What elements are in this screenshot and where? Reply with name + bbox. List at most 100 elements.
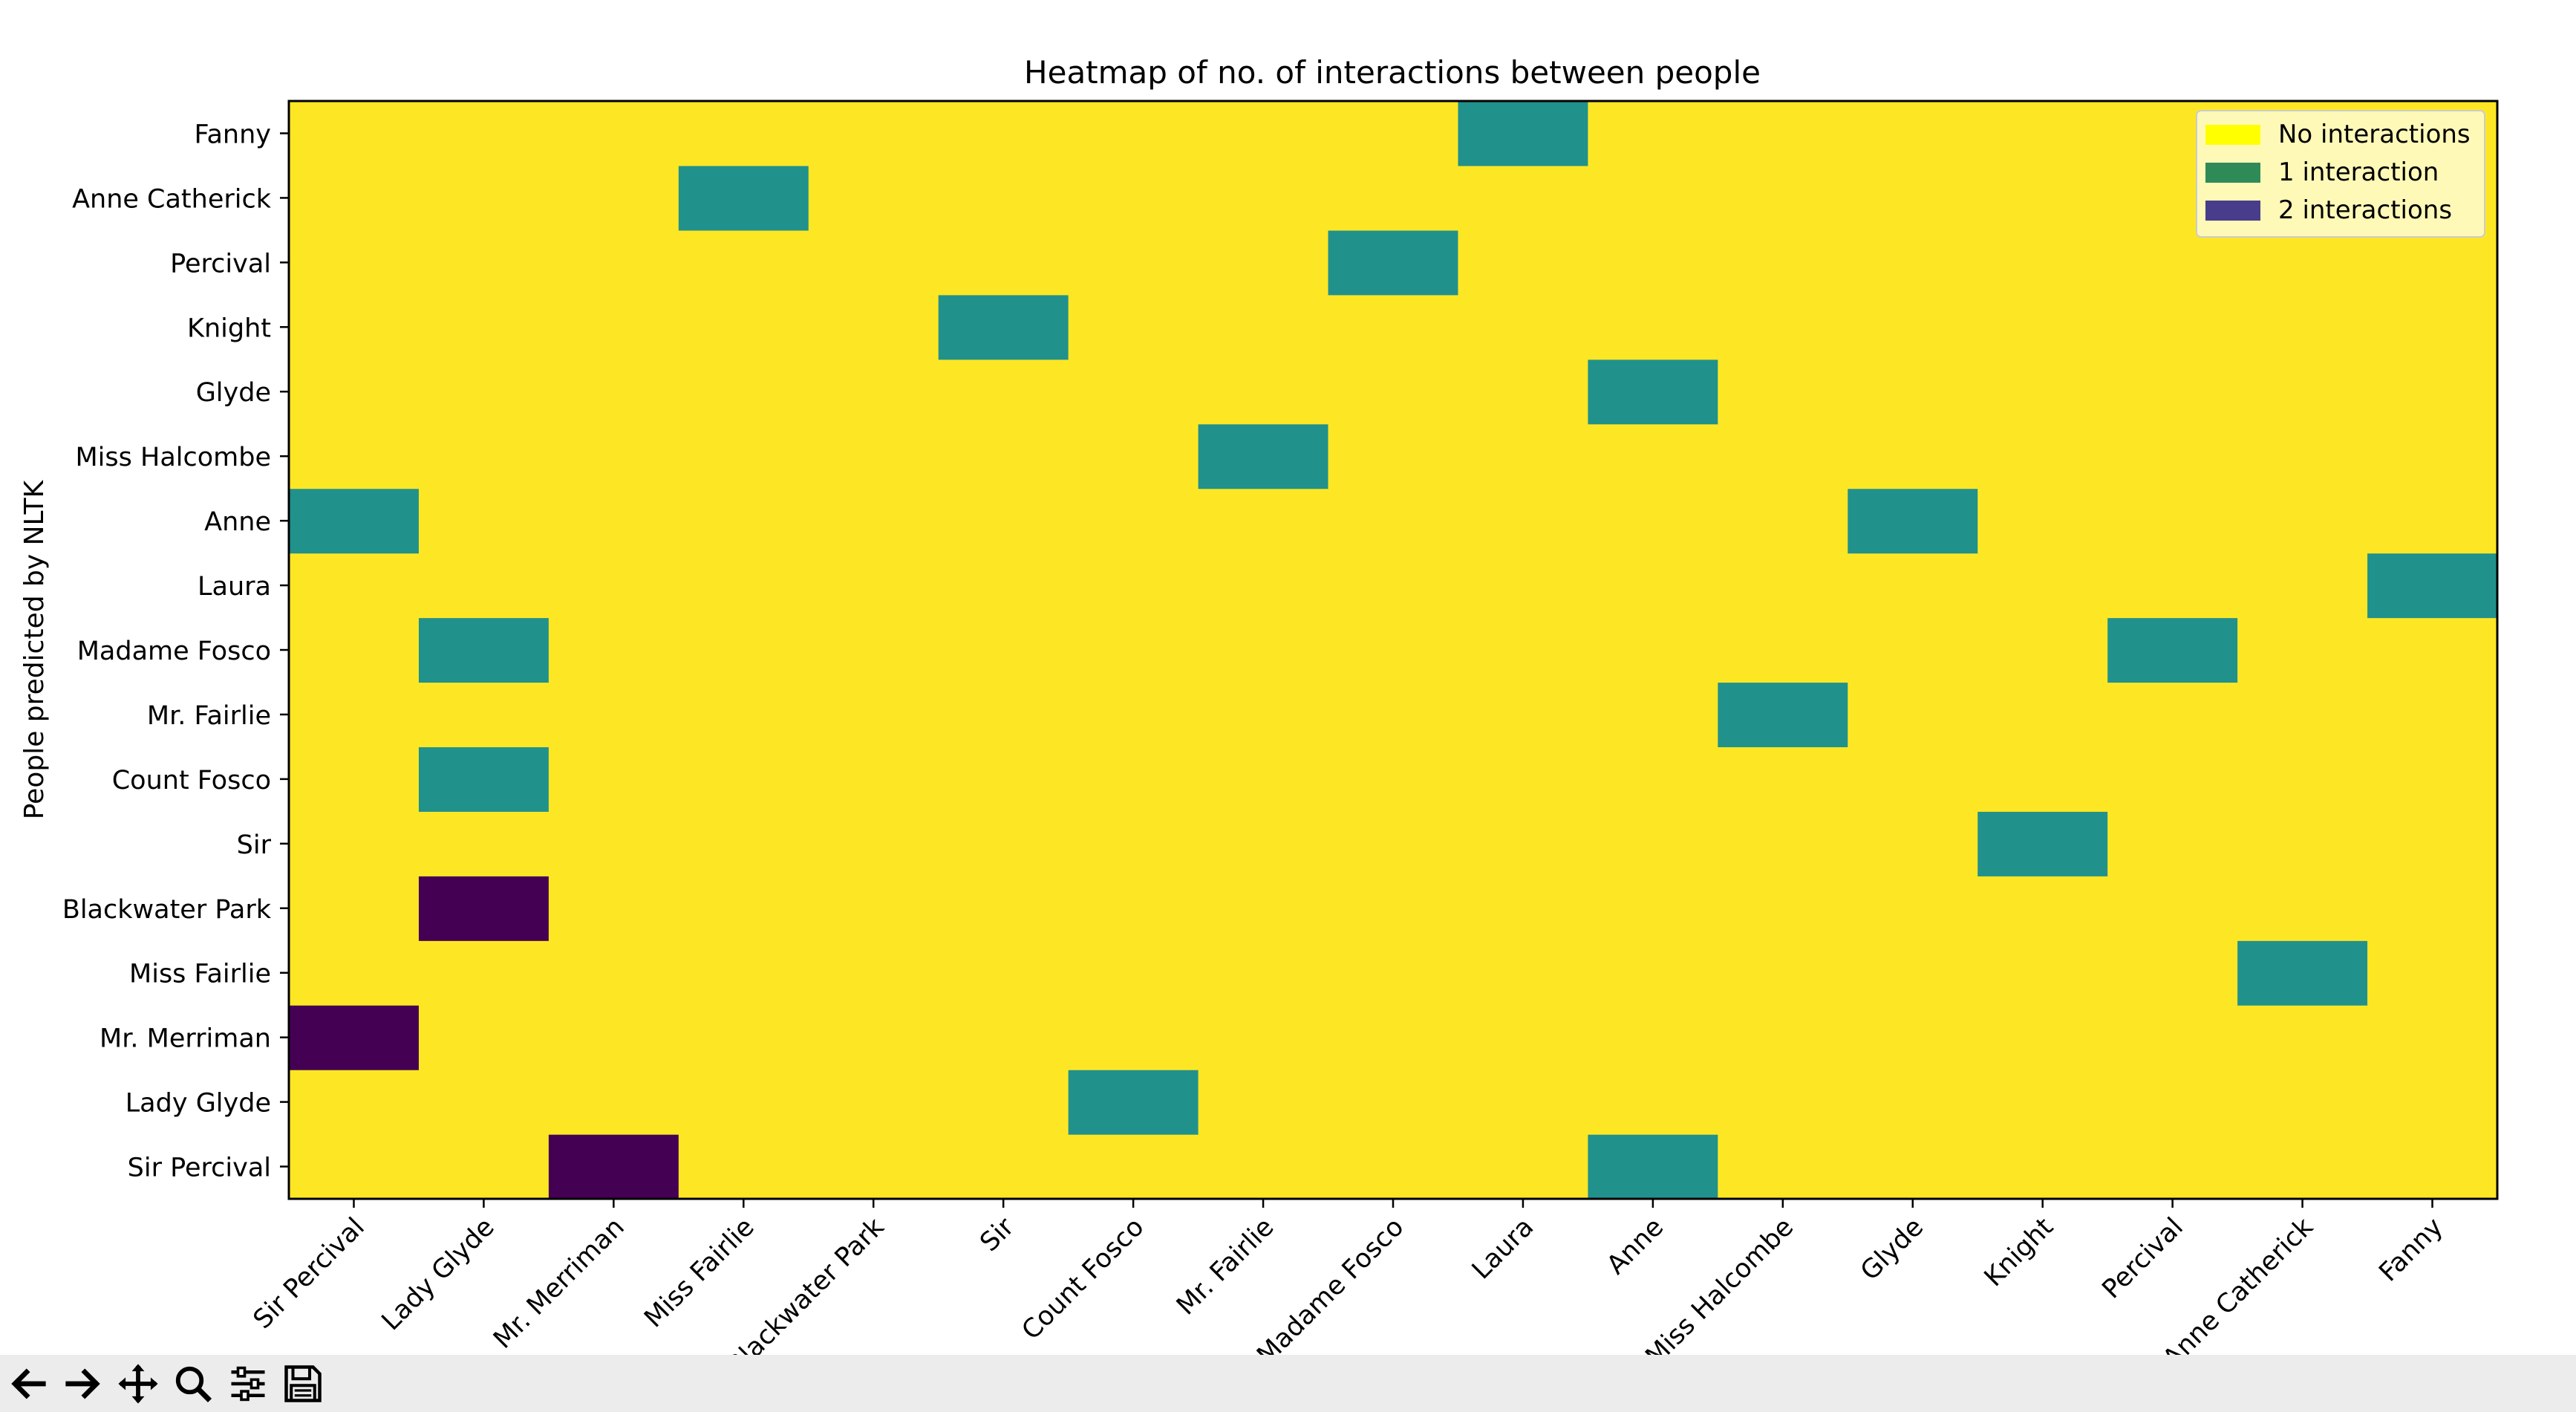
heatmap-cell	[418, 165, 550, 231]
heatmap-cell	[1848, 230, 1978, 296]
forward-button[interactable]	[56, 1357, 110, 1411]
magnifier-icon	[175, 1366, 212, 1402]
heatmap-cell	[1718, 165, 1848, 231]
x-tick-label: Glyde	[1855, 1212, 1929, 1286]
heatmap-cell	[1977, 682, 2108, 748]
heatmap-cell	[808, 423, 939, 489]
heatmap-cell	[2367, 811, 2498, 876]
heatmap-cell	[2237, 1005, 2368, 1070]
heatmap-cell	[1718, 423, 1848, 489]
pan-button[interactable]	[111, 1357, 165, 1411]
heatmap-cell	[938, 1005, 1069, 1070]
heatmap-cell	[1848, 1005, 1978, 1070]
heatmap-cell	[1458, 1070, 1589, 1135]
heatmap-cell	[808, 230, 939, 296]
heatmap-cell	[2107, 1134, 2238, 1200]
y-tick-label: Madame Fosco	[77, 637, 271, 666]
heatmap-cell	[1068, 165, 1199, 231]
heatmap-cell	[1328, 617, 1459, 683]
heatmap-cell	[1198, 101, 1329, 166]
heatmap-cell	[1848, 1070, 1978, 1135]
heatmap-cell	[1198, 359, 1329, 425]
legend-swatch	[2205, 201, 2260, 221]
navigation-toolbar	[0, 1355, 2576, 1412]
heatmap-cell	[1588, 553, 1718, 619]
heatmap-cell	[1458, 294, 1589, 360]
y-axis: Sir Percival Lady Glyde Mr. Merriman Miss F…	[62, 120, 289, 1183]
heatmap-cell	[2367, 1005, 2498, 1070]
heatmap-cell	[1848, 811, 1978, 876]
arrow-right-icon	[65, 1367, 100, 1399]
heatmap-cell	[938, 1134, 1069, 1200]
heatmap-cell	[1458, 1134, 1589, 1200]
heatmap-cell	[418, 617, 550, 683]
y-tick-label: Mr. Merriman	[100, 1024, 271, 1054]
heatmap-chart: Heatmap of no. of interactions between p…	[19, 54, 2499, 1355]
heatmap-cell	[1198, 940, 1329, 1006]
heatmap-cell	[548, 423, 679, 489]
heatmap-cell	[2107, 294, 2238, 360]
heatmap-cell	[2237, 553, 2368, 619]
heatmap-cell	[678, 617, 809, 683]
y-tick-label: Anne	[204, 507, 271, 537]
heatmap-cell	[1458, 940, 1589, 1006]
heatmap-cell	[289, 617, 420, 683]
heatmap-cell	[1068, 1070, 1199, 1135]
heatmap-cell	[938, 940, 1069, 1006]
heatmap-cell	[1718, 1005, 1848, 1070]
y-tick-label: Glyde	[196, 378, 271, 408]
heatmap-cell	[1977, 101, 2108, 166]
back-button[interactable]	[1, 1357, 55, 1411]
y-tick-label: Knight	[187, 313, 271, 343]
x-tick-label: Knight	[1979, 1212, 2059, 1292]
heatmap-cell	[289, 682, 420, 748]
heatmap-cell	[548, 230, 679, 296]
heatmap-cell	[938, 617, 1069, 683]
heatmap-cell	[1588, 811, 1718, 876]
floppy-disk-icon	[284, 1364, 322, 1402]
heatmap-cell	[2107, 682, 2238, 748]
heatmap-cell	[1977, 553, 2108, 619]
x-tick-label: Lady Glyde	[376, 1212, 500, 1336]
heatmap-cell	[1458, 359, 1589, 425]
heatmap-cell	[548, 553, 679, 619]
heatmap-cell	[938, 746, 1069, 812]
heatmap-cell	[1848, 1134, 1978, 1200]
heatmap-cell	[1068, 294, 1199, 360]
heatmap-cell	[938, 488, 1069, 554]
configure-subplots-button[interactable]	[221, 1357, 275, 1411]
heatmap-cell	[1588, 682, 1718, 748]
heatmap-cell	[808, 746, 939, 812]
heatmap-cell	[2237, 359, 2368, 425]
x-tick-label: Mr. Merriman	[488, 1212, 630, 1355]
heatmap-cell	[289, 553, 420, 619]
zoom-button[interactable]	[166, 1357, 220, 1411]
heatmap-cell	[2107, 488, 2238, 554]
heatmap-cell	[1588, 165, 1718, 231]
heatmap-cell	[1848, 294, 1978, 360]
y-tick-label: Mr. Fairlie	[147, 701, 271, 731]
heatmap-cell	[1198, 811, 1329, 876]
heatmap-cell	[1068, 101, 1199, 166]
heatmap-cell	[1328, 1134, 1459, 1200]
save-button[interactable]	[276, 1357, 330, 1411]
heatmap-cell	[2237, 1070, 2368, 1135]
heatmap-cell	[678, 101, 809, 166]
y-tick-label: Sir	[237, 830, 272, 860]
heatmap-cell	[1198, 423, 1329, 489]
heatmap-cell	[289, 165, 420, 231]
heatmap-cell	[1977, 230, 2108, 296]
heatmap-cell	[1068, 876, 1199, 941]
figure: Heatmap of no. of interactions between p…	[19, 54, 2499, 1355]
heatmap-cell	[289, 811, 420, 876]
heatmap-cell	[808, 940, 939, 1006]
heatmap-cell	[1198, 746, 1329, 812]
heatmap-cell	[418, 488, 550, 554]
y-tick-label: Lady Glyde	[125, 1089, 271, 1119]
chart-title: Heatmap of no. of interactions between p…	[1024, 54, 1761, 91]
sliders-icon	[231, 1366, 265, 1401]
heatmap-cell	[2237, 423, 2368, 489]
x-tick-label: Anne	[1601, 1212, 1669, 1281]
heatmap-cell	[678, 165, 809, 231]
heatmap-cell	[1458, 811, 1589, 876]
